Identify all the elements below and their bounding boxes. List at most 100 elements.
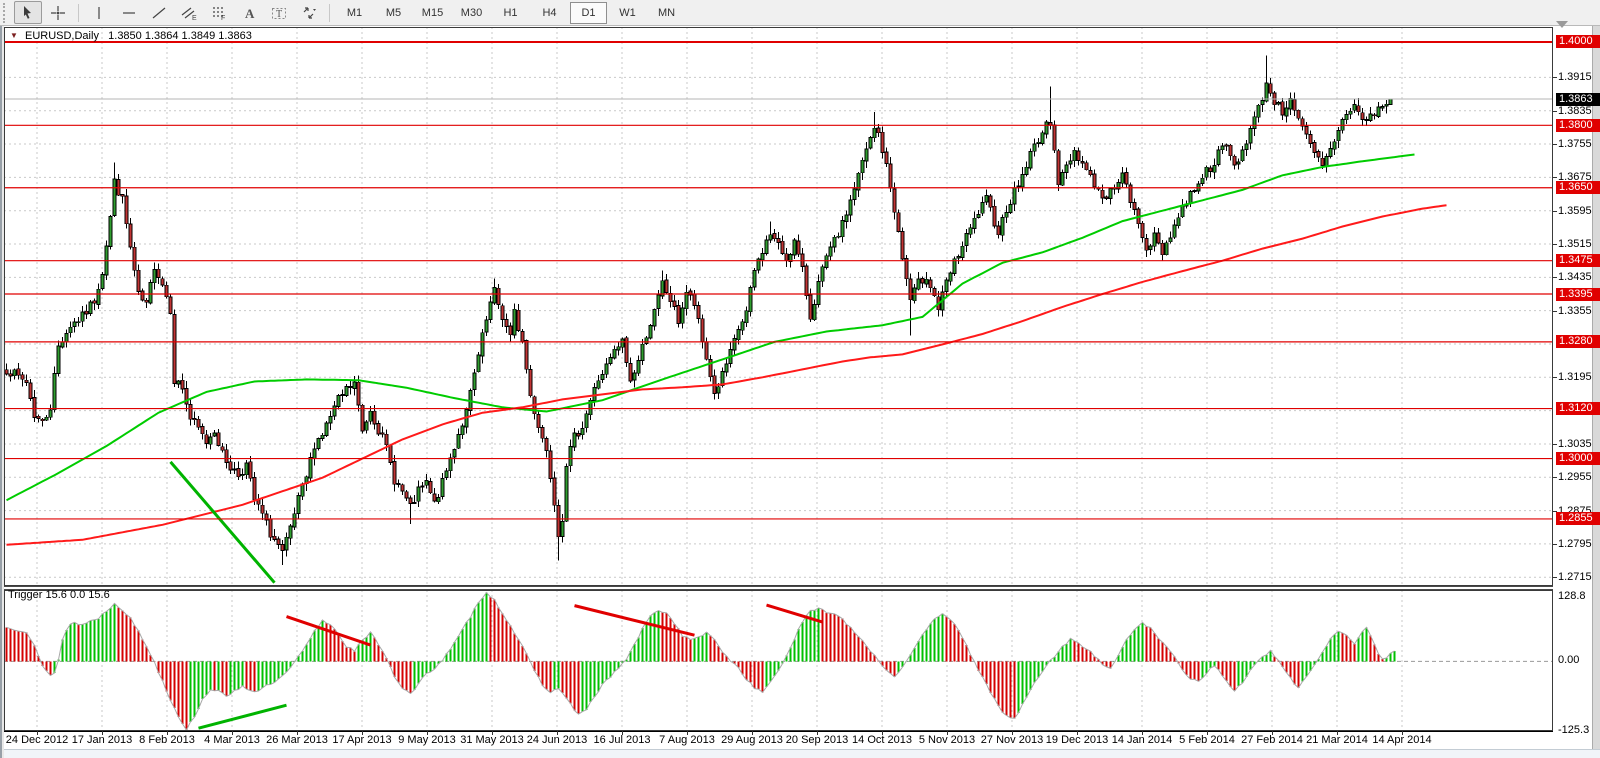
candle-body — [20, 374, 25, 380]
date-tick-label: 26 Mar 2013 — [266, 734, 328, 746]
candle-body — [1376, 106, 1381, 117]
date-tickmark — [492, 731, 493, 735]
trendline-icon — [152, 7, 166, 18]
cursor-tool-button[interactable] — [14, 1, 42, 24]
chart-title: ▼ EURUSD,Daily 1.3850 1.3864 1.3849 1.38… — [10, 30, 252, 42]
timeframe-m1-button[interactable]: M1 — [346, 6, 363, 19]
indicator-label: Trigger 15.6 0.0 15.6 — [8, 589, 110, 601]
timeframe-h1-button[interactable]: H1 — [503, 6, 518, 19]
price-tickmark — [1553, 477, 1557, 479]
oscillator-envelope-line — [6, 591, 1395, 731]
chart-menu-triangle-icon[interactable]: ▼ — [10, 31, 18, 40]
chart-shift-marker-icon[interactable] — [1556, 21, 1568, 28]
candle-body — [492, 286, 497, 304]
arrows-icon-shape — [313, 8, 316, 11]
candle-body — [332, 405, 337, 417]
candle-body — [556, 505, 561, 538]
candle-body — [1188, 191, 1193, 204]
label-icon-shape — [272, 7, 286, 19]
main-chart-canvas[interactable] — [4, 27, 1553, 586]
price-level-badge: 1.3395 — [1556, 287, 1600, 301]
candle-body — [448, 457, 453, 472]
timeframe-m5-button[interactable]: M5 — [385, 6, 402, 19]
candle-body — [56, 345, 61, 374]
candle-body — [1256, 104, 1261, 118]
candle-body — [1100, 189, 1105, 199]
timeframe-h4-button[interactable]: H4 — [542, 6, 557, 19]
fibonacci-tool-button[interactable]: F — [205, 1, 233, 24]
candle-body — [516, 309, 521, 331]
toolbar-grip[interactable] — [3, 2, 10, 23]
hline-tool-button[interactable] — [115, 1, 143, 24]
channel-tool-button[interactable]: E — [175, 1, 203, 24]
candle-body — [204, 434, 209, 444]
vline-tool-button[interactable] — [85, 1, 113, 24]
candle-body — [152, 269, 157, 284]
candle-body — [1288, 97, 1293, 110]
candle-body — [548, 450, 553, 479]
date-tick-label: 21 Mar 2014 — [1306, 734, 1368, 746]
timeframe-d1-button[interactable]: D1 — [570, 1, 607, 24]
candle-body — [1088, 169, 1093, 176]
candle-body — [944, 279, 949, 292]
candle-body — [1308, 134, 1313, 144]
candle-body — [68, 326, 73, 334]
candle-body — [1204, 166, 1209, 178]
timeframe-w1-button[interactable]: W1 — [619, 6, 636, 19]
date-tick-label: 9 May 2013 — [398, 734, 456, 746]
candle-body — [112, 178, 117, 216]
text-tool-button[interactable]: A — [235, 1, 263, 24]
candle-body — [412, 502, 417, 504]
indicator-red-trendline[interactable] — [766, 603, 823, 624]
price-tick-label: 1.3675 — [1558, 171, 1592, 184]
candle-body — [864, 148, 869, 162]
candle-body — [508, 325, 513, 336]
price-tick-label: 1.3595 — [1558, 204, 1592, 217]
candle-body — [592, 387, 597, 402]
candle-body — [1348, 110, 1353, 115]
timeframe-mn-button[interactable]: MN — [657, 6, 676, 19]
indicator-red-trendline[interactable] — [286, 615, 371, 647]
candle-body — [604, 363, 609, 375]
right-scrollbar-strip[interactable] — [1592, 26, 1600, 749]
indicator-canvas[interactable] — [4, 590, 1553, 731]
indicator-red-trendline[interactable] — [574, 604, 695, 637]
timeframe-m15-button[interactable]: M15 — [421, 6, 444, 19]
date-tickmark — [817, 731, 818, 735]
candle-body — [928, 279, 933, 289]
candle-body — [148, 281, 153, 304]
indicator-green-trendline[interactable] — [198, 703, 287, 730]
candle-body — [660, 280, 665, 297]
candle-body — [772, 233, 777, 240]
trendline-tool-button[interactable] — [145, 1, 173, 24]
price-tickmark — [1553, 443, 1557, 445]
candle-body — [1300, 118, 1305, 127]
price-tickmark — [1553, 577, 1557, 579]
candle-body — [1228, 144, 1233, 157]
candle-body — [48, 409, 53, 418]
candle-body — [120, 194, 125, 197]
candle-body — [708, 359, 713, 378]
date-tick-label: 7 Aug 2013 — [659, 734, 715, 746]
timeframe-m30-button[interactable]: M30 — [460, 6, 483, 19]
candle-body — [568, 446, 573, 467]
arrows-tool-button[interactable] — [295, 1, 323, 24]
candle-body — [348, 386, 353, 389]
candle-body — [884, 151, 889, 165]
price-tickmark — [1553, 277, 1557, 279]
candle-body — [700, 318, 705, 342]
candle-body — [736, 329, 741, 341]
candle-body — [816, 280, 821, 305]
price-level-badge: 1.2855 — [1556, 512, 1600, 526]
pane-separator[interactable] — [4, 586, 1553, 590]
date-tick-label: 14 Oct 2013 — [852, 734, 912, 746]
candle-body — [392, 461, 397, 485]
candle-body — [588, 399, 593, 416]
candle-body — [124, 195, 129, 225]
candle-body — [352, 381, 357, 389]
crosshair-tool-button[interactable] — [44, 1, 72, 24]
candle-body — [1052, 124, 1057, 151]
date-tick-label: 20 Sep 2013 — [785, 734, 849, 746]
label-tool-button[interactable]: T — [265, 1, 293, 24]
main-green-trendline[interactable] — [169, 460, 276, 584]
